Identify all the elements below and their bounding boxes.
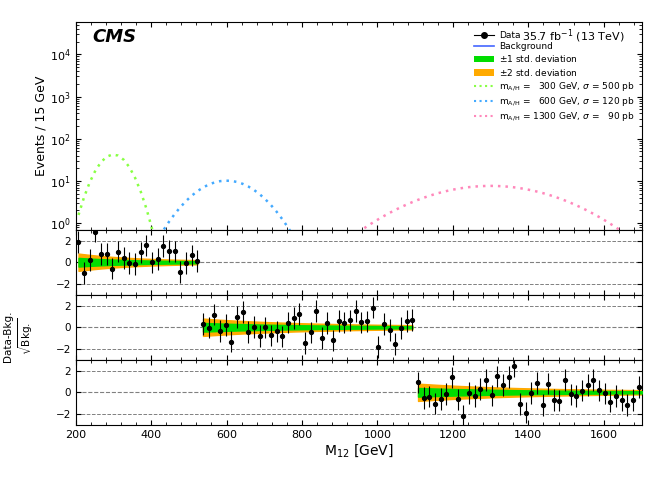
X-axis label: M$_{12}$ [GeV]: M$_{12}$ [GeV]: [324, 443, 393, 459]
Legend: Data, Background, $\pm$1 std. deviation, $\pm$2 std. deviation, $\mathrm{m_{A/H}: Data, Background, $\pm$1 std. deviation,…: [472, 28, 637, 126]
Y-axis label: Events / 15 GeV: Events / 15 GeV: [34, 75, 47, 176]
Text: 35.7 fb$^{-1}$ (13 TeV): 35.7 fb$^{-1}$ (13 TeV): [522, 28, 624, 46]
Text: Data-Bkg.
$\sqrt{\mathrm{Bkg.}}$: Data-Bkg. $\sqrt{\mathrm{Bkg.}}$: [3, 310, 35, 362]
Text: CMS: CMS: [93, 28, 137, 46]
